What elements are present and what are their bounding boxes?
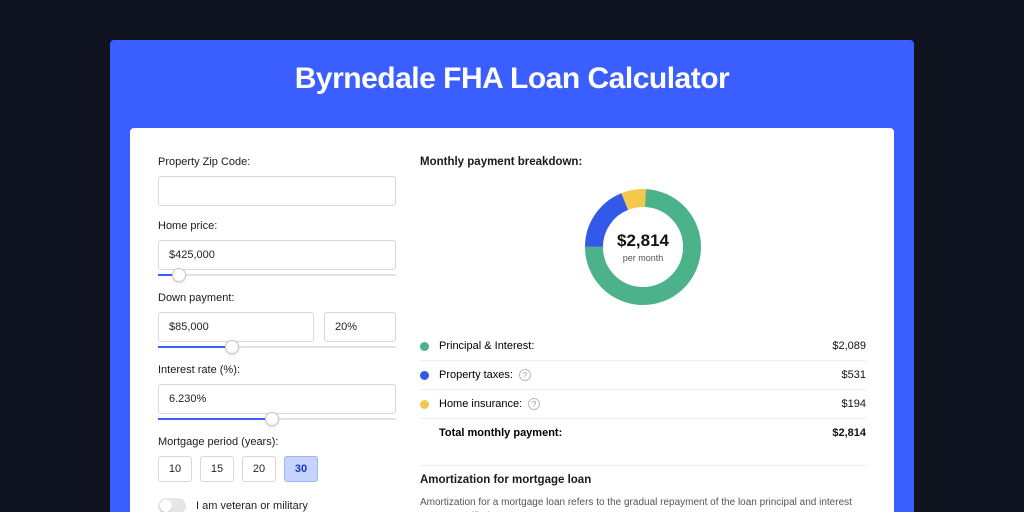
help-icon[interactable]: ? (528, 398, 540, 410)
interest-rate-slider[interactable] (158, 412, 396, 426)
home-price-input[interactable] (158, 240, 396, 270)
breakdown-legend: Principal & Interest:$2,089Property taxe… (420, 332, 866, 447)
period-option-30[interactable]: 30 (284, 456, 318, 482)
donut-chart: $2,814 per month (578, 182, 708, 312)
amortization-title: Amortization for mortgage loan (420, 465, 866, 486)
donut-value: $2,814 (617, 231, 669, 251)
zip-input[interactable] (158, 176, 396, 206)
home-price-slider[interactable] (158, 268, 396, 282)
legend-dot (420, 371, 429, 380)
interest-rate-label: Interest rate (%): (158, 364, 396, 376)
period-option-10[interactable]: 10 (158, 456, 192, 482)
veteran-toggle[interactable] (158, 498, 186, 512)
amortization-text: Amortization for a mortgage loan refers … (420, 496, 866, 512)
legend-row: Property taxes:?$531 (420, 360, 866, 389)
form-column: Property Zip Code: Home price: Down paym… (158, 156, 396, 512)
calculator-card: Property Zip Code: Home price: Down paym… (130, 128, 894, 512)
legend-total-amount: $2,814 (832, 427, 866, 439)
legend-amount: $2,089 (832, 340, 866, 352)
zip-label: Property Zip Code: (158, 156, 396, 168)
veteran-label: I am veteran or military (196, 500, 308, 512)
down-payment-pct-input[interactable] (324, 312, 396, 342)
interest-rate-input[interactable] (158, 384, 396, 414)
home-price-label: Home price: (158, 220, 396, 232)
down-payment-amount-input[interactable] (158, 312, 314, 342)
legend-dot (420, 400, 429, 409)
page-title: Byrnedale FHA Loan Calculator (0, 62, 1024, 96)
legend-amount: $531 (842, 369, 866, 381)
toggle-knob (160, 500, 172, 512)
legend-amount: $194 (842, 398, 866, 410)
legend-row: Principal & Interest:$2,089 (420, 332, 866, 360)
down-payment-label: Down payment: (158, 292, 396, 304)
period-option-20[interactable]: 20 (242, 456, 276, 482)
page-root: Byrnedale FHA Loan Calculator Property Z… (0, 0, 1024, 512)
mortgage-period-label: Mortgage period (years): (158, 436, 396, 448)
mortgage-period-options: 10 15 20 30 (158, 456, 396, 482)
down-payment-slider[interactable] (158, 340, 396, 354)
help-icon[interactable]: ? (519, 369, 531, 381)
legend-label: Home insurance:? (439, 398, 842, 410)
legend-row: Home insurance:?$194 (420, 389, 866, 418)
period-option-15[interactable]: 15 (200, 456, 234, 482)
legend-label: Principal & Interest: (439, 340, 832, 352)
legend-dot (420, 342, 429, 351)
slider-thumb[interactable] (225, 340, 239, 354)
donut-sub: per month (623, 253, 664, 263)
donut-chart-wrap: $2,814 per month (420, 182, 866, 312)
slider-thumb[interactable] (265, 412, 279, 426)
legend-label: Property taxes:? (439, 369, 842, 381)
results-column: Monthly payment breakdown: $2,814 per mo… (420, 156, 866, 512)
slider-thumb[interactable] (172, 268, 186, 282)
legend-total-row: Total monthly payment:$2,814 (420, 418, 866, 447)
legend-total-label: Total monthly payment: (439, 427, 832, 439)
breakdown-title: Monthly payment breakdown: (420, 156, 866, 168)
